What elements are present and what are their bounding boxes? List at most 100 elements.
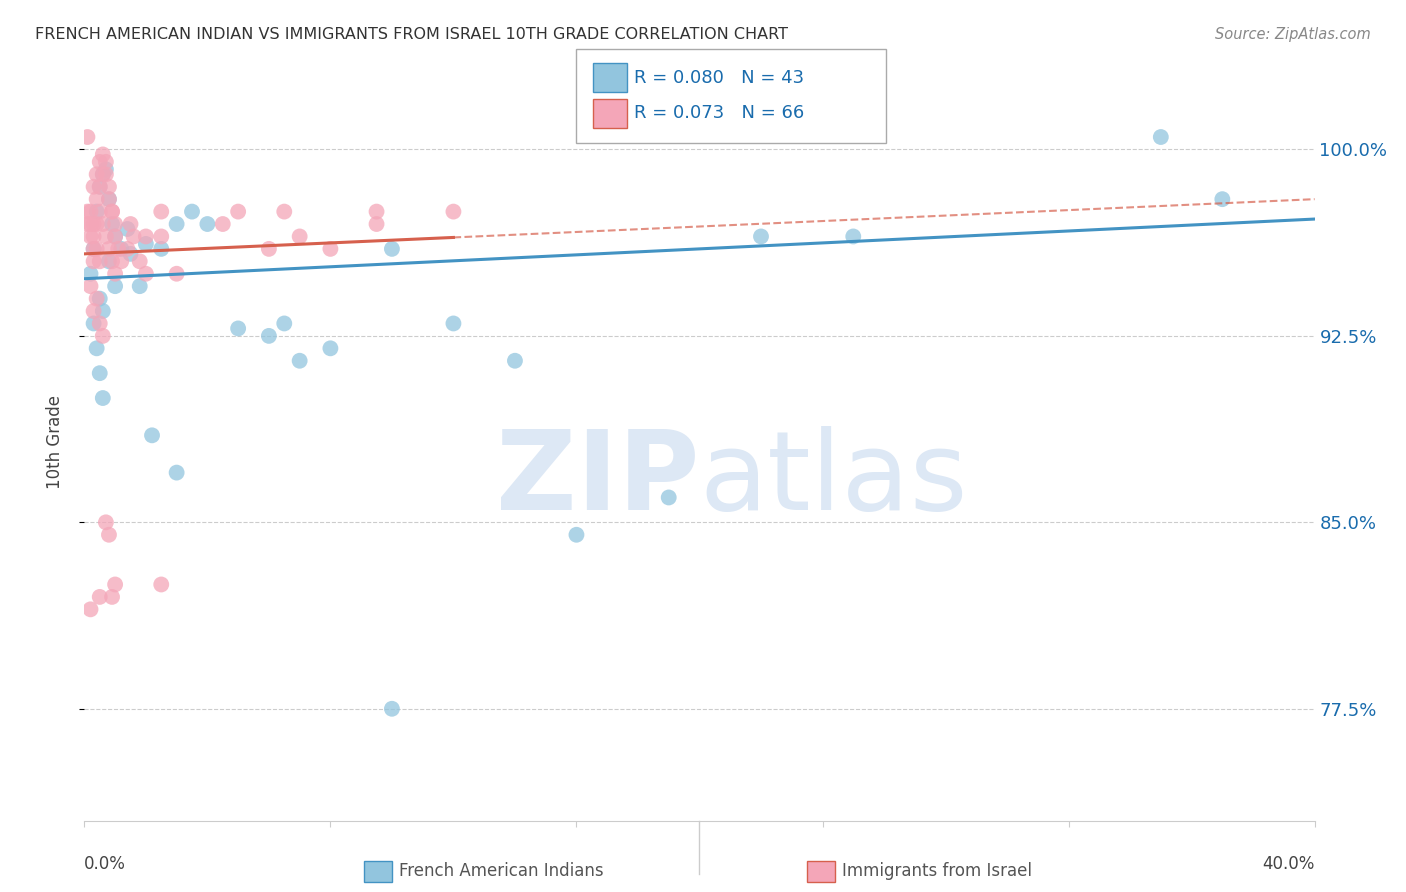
Point: [128, 279, 150, 293]
Text: atlas: atlas: [700, 426, 967, 533]
Point: [257, 329, 280, 343]
Point: [366, 204, 388, 219]
Point: [83, 242, 105, 256]
Point: [89, 179, 111, 194]
Point: [181, 204, 204, 219]
Point: [89, 366, 111, 380]
Point: [79, 602, 101, 616]
Point: [94, 516, 117, 530]
Point: [319, 242, 342, 256]
Point: [104, 577, 127, 591]
Point: [76, 204, 98, 219]
Text: R = 0.073   N = 66: R = 0.073 N = 66: [634, 104, 804, 122]
Point: [83, 254, 105, 268]
Text: ZIP: ZIP: [496, 426, 700, 533]
Point: [83, 217, 105, 231]
Text: Immigrants from Israel: Immigrants from Israel: [842, 863, 1032, 880]
Point: [211, 217, 233, 231]
Point: [98, 192, 120, 206]
Point: [150, 204, 173, 219]
Point: [150, 229, 173, 244]
Point: [166, 267, 188, 281]
Text: R = 0.080   N = 43: R = 0.080 N = 43: [634, 69, 804, 87]
Point: [91, 329, 114, 343]
Point: [565, 528, 588, 542]
Point: [503, 353, 526, 368]
Point: [150, 242, 173, 256]
Point: [89, 204, 111, 219]
Point: [128, 254, 150, 268]
Point: [91, 391, 114, 405]
Point: [89, 254, 111, 268]
Point: [141, 428, 163, 442]
Point: [89, 590, 111, 604]
Point: [226, 204, 249, 219]
Point: [1211, 192, 1233, 206]
Point: [86, 204, 108, 219]
Point: [122, 229, 145, 244]
Point: [104, 229, 127, 244]
Point: [135, 236, 157, 251]
Point: [107, 242, 129, 256]
Point: [83, 304, 105, 318]
Point: [381, 242, 404, 256]
Point: [288, 353, 311, 368]
Point: [104, 229, 127, 244]
Point: [79, 267, 101, 281]
Point: [94, 162, 117, 177]
Point: [91, 217, 114, 231]
Point: [83, 179, 105, 194]
Point: [98, 242, 120, 256]
Point: [273, 317, 295, 331]
Point: [79, 204, 101, 219]
Point: [166, 466, 188, 480]
Point: [98, 179, 120, 194]
Point: [117, 222, 139, 236]
Point: [91, 167, 114, 181]
Point: [94, 167, 117, 181]
Point: [83, 229, 105, 244]
Point: [83, 242, 105, 256]
Point: [101, 204, 124, 219]
Text: 0.0%: 0.0%: [84, 855, 127, 872]
Point: [166, 217, 188, 231]
Point: [86, 192, 108, 206]
Point: [101, 217, 124, 231]
Point: [110, 254, 132, 268]
Point: [101, 254, 124, 268]
Point: [135, 267, 157, 281]
Text: Source: ZipAtlas.com: Source: ZipAtlas.com: [1215, 27, 1371, 42]
Point: [86, 217, 108, 231]
Point: [443, 317, 465, 331]
Point: [86, 341, 108, 355]
Point: [288, 229, 311, 244]
Point: [120, 247, 142, 261]
Point: [94, 154, 117, 169]
Point: [443, 204, 465, 219]
Point: [98, 254, 120, 268]
Point: [101, 590, 124, 604]
Point: [89, 154, 111, 169]
Point: [842, 229, 865, 244]
Point: [76, 130, 98, 145]
Point: [89, 179, 111, 194]
Point: [120, 217, 142, 231]
Point: [79, 229, 101, 244]
Point: [98, 528, 120, 542]
Point: [94, 229, 117, 244]
Text: 40.0%: 40.0%: [1263, 855, 1315, 872]
Point: [89, 317, 111, 331]
Point: [381, 702, 404, 716]
Point: [91, 147, 114, 161]
Point: [86, 292, 108, 306]
Point: [104, 267, 127, 281]
Point: [76, 217, 98, 231]
Point: [135, 229, 157, 244]
Point: [257, 242, 280, 256]
Point: [89, 292, 111, 306]
Point: [110, 242, 132, 256]
Point: [226, 321, 249, 335]
Point: [91, 167, 114, 181]
Point: [79, 217, 101, 231]
Point: [104, 279, 127, 293]
